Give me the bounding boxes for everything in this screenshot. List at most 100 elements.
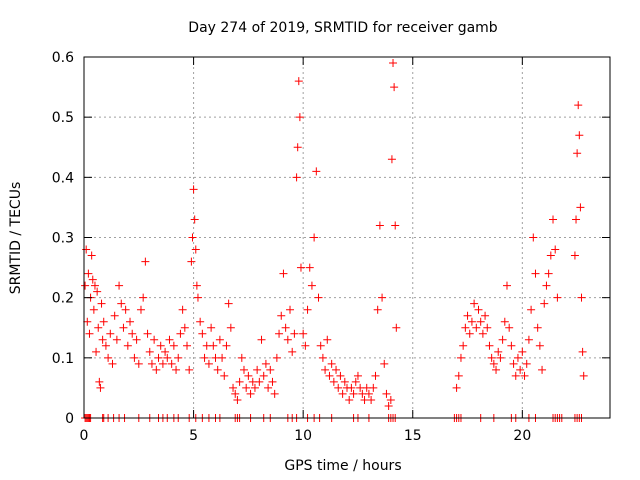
data-point bbox=[108, 359, 117, 368]
data-point bbox=[235, 377, 244, 386]
data-point bbox=[572, 215, 581, 224]
data-point bbox=[293, 143, 302, 152]
x-axis-label: GPS time / hours bbox=[284, 458, 401, 474]
data-point bbox=[391, 221, 400, 230]
data-point bbox=[336, 371, 345, 380]
data-point bbox=[143, 329, 152, 338]
data-point bbox=[132, 335, 141, 344]
data-point bbox=[386, 395, 395, 404]
data-point bbox=[250, 383, 259, 392]
data-point bbox=[231, 389, 240, 398]
data-point bbox=[220, 371, 229, 380]
data-point bbox=[190, 215, 199, 224]
data-point bbox=[233, 395, 242, 404]
data-point bbox=[158, 359, 167, 368]
data-point bbox=[496, 353, 505, 362]
data-point bbox=[578, 347, 587, 356]
y-tick-label: 0.4 bbox=[52, 170, 74, 186]
data-point bbox=[531, 269, 540, 278]
data-point bbox=[82, 245, 91, 254]
data-point bbox=[382, 389, 391, 398]
data-point bbox=[226, 323, 235, 332]
data-point bbox=[96, 383, 105, 392]
data-point bbox=[204, 359, 213, 368]
axis-ticks: 0 5 10 15 20 0 0.1 0.2 0.3 0.4 0.5 0.6 bbox=[52, 50, 610, 444]
data-point bbox=[373, 305, 382, 314]
data-point bbox=[174, 353, 183, 362]
data-point bbox=[516, 365, 525, 374]
data-point bbox=[169, 341, 178, 350]
data-point bbox=[472, 323, 481, 332]
data-point bbox=[134, 359, 143, 368]
data-point bbox=[239, 365, 248, 374]
y-tick-label: 0.2 bbox=[52, 291, 74, 307]
data-point bbox=[222, 341, 231, 350]
x-tick-label: 15 bbox=[404, 428, 422, 444]
data-point bbox=[329, 377, 338, 386]
data-point bbox=[261, 359, 270, 368]
data-point bbox=[310, 233, 319, 242]
data-point bbox=[505, 323, 514, 332]
data-point bbox=[461, 323, 470, 332]
data-point bbox=[456, 353, 465, 362]
data-point bbox=[553, 293, 562, 302]
data-point bbox=[570, 251, 579, 260]
data-point bbox=[119, 323, 128, 332]
data-point bbox=[454, 371, 463, 380]
data-point bbox=[294, 77, 303, 86]
data-point bbox=[312, 167, 321, 176]
data-point bbox=[389, 59, 398, 68]
data-point bbox=[255, 377, 264, 386]
data-point bbox=[520, 371, 529, 380]
data-point bbox=[187, 257, 196, 266]
data-point bbox=[141, 257, 150, 266]
data-point bbox=[259, 371, 268, 380]
data-point bbox=[349, 389, 358, 398]
data-point bbox=[183, 341, 192, 350]
data-point bbox=[489, 359, 498, 368]
data-point bbox=[369, 383, 378, 392]
data-point bbox=[392, 323, 401, 332]
data-point bbox=[375, 221, 384, 230]
data-point bbox=[180, 323, 189, 332]
data-point bbox=[101, 341, 110, 350]
data-point bbox=[507, 341, 516, 350]
data-point bbox=[487, 353, 496, 362]
data-point bbox=[522, 359, 531, 368]
data-point bbox=[145, 347, 154, 356]
data-point bbox=[307, 281, 316, 290]
data-point bbox=[196, 317, 205, 326]
y-tick-label: 0.1 bbox=[52, 351, 74, 367]
data-point bbox=[546, 251, 555, 260]
data-point bbox=[167, 359, 176, 368]
data-point bbox=[314, 293, 323, 302]
data-point bbox=[281, 323, 290, 332]
data-point bbox=[305, 263, 314, 272]
data-point bbox=[97, 299, 106, 308]
data-point bbox=[384, 401, 393, 410]
data-point bbox=[325, 371, 334, 380]
data-point bbox=[533, 323, 542, 332]
data-point bbox=[347, 383, 356, 392]
data-point bbox=[272, 353, 281, 362]
data-point bbox=[95, 377, 104, 386]
data-point bbox=[83, 317, 92, 326]
data-point bbox=[318, 353, 327, 362]
data-point bbox=[93, 287, 102, 296]
data-point bbox=[502, 281, 511, 290]
data-point bbox=[215, 335, 224, 344]
data-point bbox=[327, 359, 336, 368]
data-point bbox=[575, 131, 584, 140]
data-point bbox=[85, 329, 94, 338]
data-point bbox=[126, 317, 135, 326]
data-point bbox=[88, 275, 97, 284]
data-point bbox=[338, 389, 347, 398]
data-point bbox=[353, 371, 362, 380]
data-point bbox=[380, 359, 389, 368]
data-point bbox=[244, 371, 253, 380]
data-point bbox=[301, 341, 310, 350]
data-point bbox=[538, 365, 547, 374]
data-point bbox=[213, 365, 222, 374]
data-point bbox=[481, 311, 490, 320]
